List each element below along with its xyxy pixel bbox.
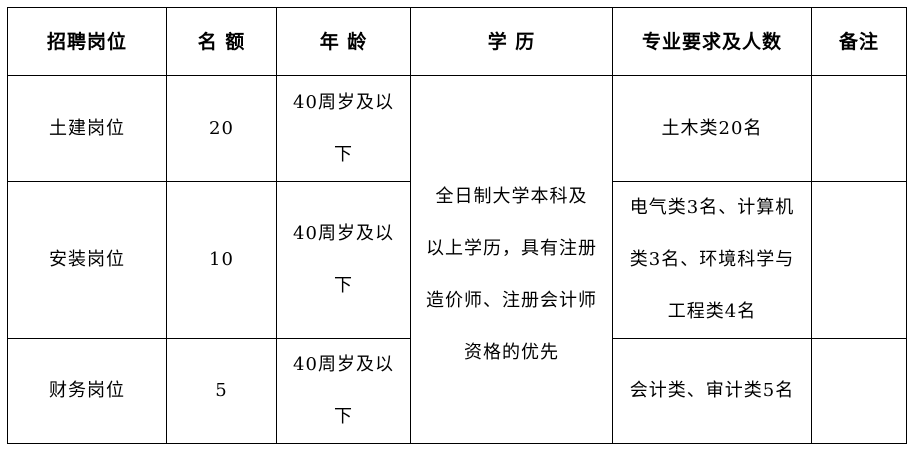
age-cell: 40周岁及以下	[276, 338, 411, 444]
cell-text: 40周岁及以	[293, 91, 394, 113]
count-cell: 20	[166, 75, 277, 182]
note-cell	[811, 181, 907, 339]
cell-text: 会计类、审计类5名	[629, 380, 795, 401]
count-text: 20	[209, 117, 234, 139]
position-text: 安装岗位	[49, 249, 125, 270]
age-cell: 40周岁及以下	[276, 181, 411, 339]
count-text: 10	[209, 249, 234, 270]
position-text: 财务岗位	[49, 380, 125, 401]
count-text: 5	[215, 380, 228, 401]
count-cell: 10	[166, 181, 277, 339]
header-education: 学 历	[410, 7, 613, 76]
note-cell	[811, 338, 907, 444]
count-cell: 5	[166, 338, 277, 444]
major-cell: 土木类20名	[612, 75, 812, 182]
cell-text: 土木类20名	[661, 117, 763, 139]
cell-text: 下	[334, 143, 353, 165]
header-text: 专业要求及人数	[641, 30, 782, 53]
cell-text: 40周岁及以	[293, 354, 394, 375]
header-text: 名 额	[197, 30, 246, 53]
header-major: 专业要求及人数	[612, 7, 812, 76]
education-cell: 全日制大学本科及 以上学历，具有注册 造价师、注册会计师 资格的优先	[410, 75, 613, 444]
header-age: 年 龄	[276, 7, 411, 76]
header-text: 备注	[838, 30, 879, 53]
cell-text: 资格的优先	[464, 341, 559, 363]
cell-text: 造价师、注册会计师	[426, 289, 597, 311]
cell-text: 全日制大学本科及	[435, 185, 588, 207]
header-text: 招聘岗位	[46, 30, 127, 53]
header-text: 年 龄	[319, 30, 368, 53]
position-cell: 土建岗位	[7, 75, 167, 182]
position-text: 土建岗位	[49, 117, 125, 139]
cell-text: 工程类4名	[667, 301, 757, 322]
cell-text: 类3名、环境科学与	[629, 249, 795, 270]
position-cell: 财务岗位	[7, 338, 167, 444]
cell-text: 下	[334, 275, 353, 296]
header-text: 学 历	[487, 30, 536, 53]
major-cell: 会计类、审计类5名	[612, 338, 812, 444]
cell-text: 电气类3名、计算机	[629, 197, 795, 218]
header-count: 名 额	[166, 7, 277, 76]
cell-text: 40周岁及以	[293, 223, 394, 244]
position-cell: 安装岗位	[7, 181, 167, 339]
header-note: 备注	[811, 7, 907, 76]
header-position: 招聘岗位	[7, 7, 167, 76]
cell-text: 下	[334, 406, 353, 427]
age-cell: 40周岁及以下	[276, 75, 411, 182]
cell-text: 以上学历，具有注册	[426, 237, 597, 259]
note-cell	[811, 75, 907, 182]
major-cell: 电气类3名、计算机 类3名、环境科学与 工程类4名	[612, 181, 812, 339]
